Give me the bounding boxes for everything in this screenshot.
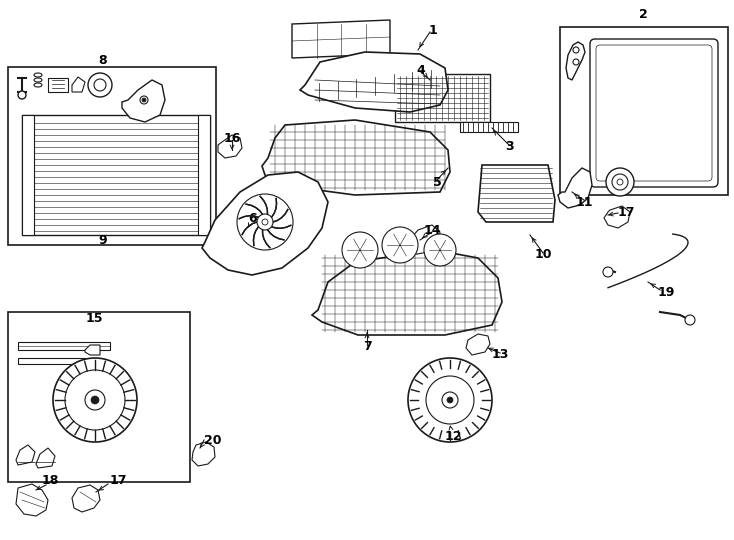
Text: 11: 11 [575, 195, 593, 208]
Text: 8: 8 [98, 53, 107, 66]
Circle shape [94, 79, 106, 91]
Polygon shape [48, 78, 68, 92]
Circle shape [382, 227, 418, 263]
Circle shape [408, 358, 492, 442]
Circle shape [612, 174, 628, 190]
Polygon shape [192, 442, 215, 466]
Polygon shape [16, 484, 48, 516]
Circle shape [617, 179, 623, 185]
Polygon shape [16, 445, 35, 465]
Circle shape [603, 267, 613, 277]
Circle shape [65, 370, 125, 430]
Polygon shape [566, 42, 585, 80]
Text: 12: 12 [444, 430, 462, 443]
Text: 2: 2 [639, 9, 647, 22]
Polygon shape [218, 135, 242, 158]
Bar [8, 67, 216, 245]
Text: 14: 14 [424, 224, 440, 237]
Circle shape [18, 91, 26, 99]
Bar [22, 115, 34, 235]
Circle shape [142, 98, 146, 102]
Circle shape [88, 73, 112, 97]
Text: 20: 20 [204, 434, 222, 447]
Polygon shape [312, 250, 502, 335]
Circle shape [442, 392, 458, 408]
Text: 1: 1 [429, 24, 437, 37]
Polygon shape [202, 172, 328, 275]
Polygon shape [262, 120, 450, 195]
Ellipse shape [34, 73, 42, 77]
Text: 13: 13 [491, 348, 509, 361]
Circle shape [447, 397, 453, 403]
Circle shape [685, 315, 695, 325]
Text: 7: 7 [363, 341, 371, 354]
Circle shape [140, 96, 148, 104]
Bar [22, 115, 210, 235]
Circle shape [53, 358, 137, 442]
Polygon shape [300, 52, 448, 112]
Circle shape [85, 390, 105, 410]
Text: 19: 19 [658, 286, 675, 299]
Circle shape [257, 214, 273, 230]
Polygon shape [72, 485, 100, 512]
Text: 4: 4 [417, 64, 426, 77]
Polygon shape [85, 345, 100, 355]
Circle shape [342, 232, 378, 268]
Bar [395, 74, 490, 122]
Circle shape [91, 396, 99, 404]
Text: 9: 9 [98, 233, 107, 246]
Text: 17: 17 [109, 474, 127, 487]
Bar [460, 122, 518, 132]
Circle shape [262, 219, 268, 225]
Polygon shape [466, 334, 490, 355]
Circle shape [606, 168, 634, 196]
Polygon shape [18, 342, 110, 350]
Text: 18: 18 [41, 474, 59, 487]
FancyBboxPatch shape [590, 39, 718, 187]
Polygon shape [72, 77, 85, 92]
Text: 10: 10 [534, 248, 552, 261]
Polygon shape [404, 225, 440, 255]
Polygon shape [292, 20, 390, 58]
Circle shape [424, 234, 456, 266]
Circle shape [237, 194, 293, 250]
Polygon shape [558, 168, 592, 208]
Text: 5: 5 [432, 176, 441, 188]
Bar [8, 312, 190, 482]
Text: 3: 3 [505, 140, 513, 153]
Polygon shape [122, 80, 165, 122]
Circle shape [426, 376, 474, 424]
Bar [198, 115, 210, 235]
Ellipse shape [34, 78, 42, 82]
Polygon shape [36, 448, 55, 468]
Polygon shape [604, 206, 630, 228]
Text: 17: 17 [617, 206, 635, 219]
Text: 6: 6 [249, 212, 258, 225]
Text: 15: 15 [85, 312, 103, 325]
Polygon shape [18, 358, 85, 364]
Text: 16: 16 [223, 132, 241, 145]
Circle shape [573, 47, 579, 53]
Polygon shape [478, 165, 555, 222]
Bar [560, 27, 728, 195]
Ellipse shape [34, 83, 42, 87]
Circle shape [573, 59, 579, 65]
